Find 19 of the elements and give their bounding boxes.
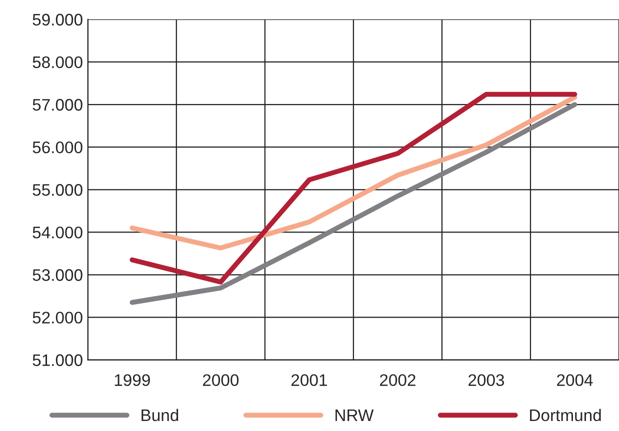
line-series bbox=[130, 94, 578, 250]
y-tick-label: 51.000 bbox=[32, 354, 82, 366]
x-tick-label: 2001 bbox=[291, 374, 327, 386]
y-tick-label: 54.000 bbox=[32, 226, 82, 238]
legend-label: Bund bbox=[142, 408, 178, 422]
legend-label: Dortmund bbox=[530, 408, 601, 422]
x-tick-label: 2003 bbox=[468, 374, 504, 386]
y-tick-label: 56.000 bbox=[32, 141, 82, 154]
x-tick-label: 2002 bbox=[380, 374, 416, 386]
y-tick-label: 58.000 bbox=[32, 56, 82, 68]
legend-label: NRW bbox=[336, 410, 374, 422]
y-tick-label: 55.000 bbox=[32, 184, 82, 196]
y-tick-label: 52.000 bbox=[32, 312, 82, 324]
x-tick-label: 2000 bbox=[202, 374, 239, 386]
x-tick-label: 2004 bbox=[557, 374, 593, 386]
x-tick-label: 1999 bbox=[114, 374, 150, 386]
y-tick-label: 53.000 bbox=[32, 269, 82, 281]
y-tick-label: 59.000 bbox=[32, 14, 82, 26]
y-tick-label: 57.000 bbox=[32, 98, 82, 111]
